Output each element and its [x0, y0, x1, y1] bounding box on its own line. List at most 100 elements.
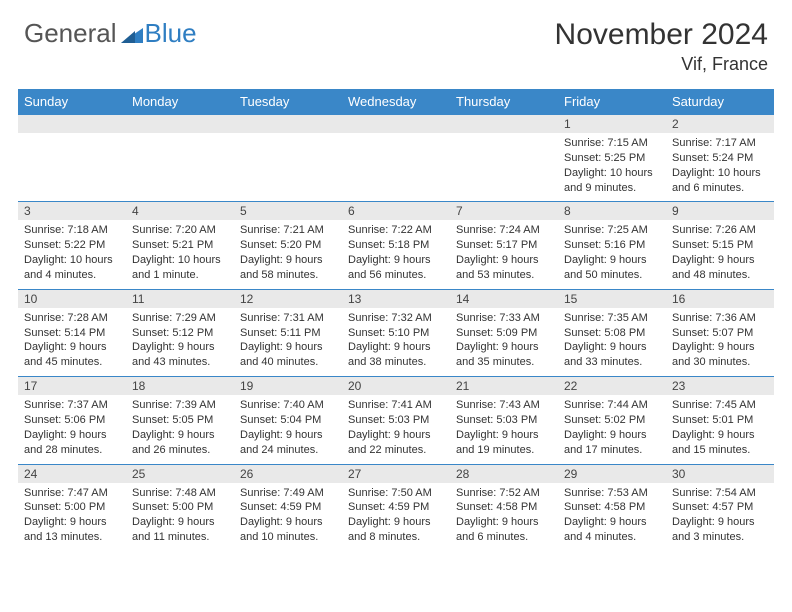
daylight-text: Daylight: 10 hours and 1 minute. — [132, 253, 228, 283]
sunrise-text: Sunrise: 7:20 AM — [132, 223, 228, 238]
day-number-cell: 5 — [234, 202, 342, 221]
sunset-text: Sunset: 5:01 PM — [672, 413, 768, 428]
day-info-cell: Sunrise: 7:24 AMSunset: 5:17 PMDaylight:… — [450, 220, 558, 289]
daylight-text: Daylight: 10 hours and 9 minutes. — [564, 166, 660, 196]
logo-triangle-icon — [121, 25, 143, 43]
day-number-cell: 27 — [342, 464, 450, 483]
daylight-text: Daylight: 9 hours and 38 minutes. — [348, 340, 444, 370]
daylight-text: Daylight: 9 hours and 45 minutes. — [24, 340, 120, 370]
day-info-cell: Sunrise: 7:17 AMSunset: 5:24 PMDaylight:… — [666, 133, 774, 202]
day-info-cell: Sunrise: 7:36 AMSunset: 5:07 PMDaylight:… — [666, 308, 774, 377]
sunrise-text: Sunrise: 7:45 AM — [672, 398, 768, 413]
sunset-text: Sunset: 5:21 PM — [132, 238, 228, 253]
day-number-cell: 20 — [342, 377, 450, 396]
daylight-text: Daylight: 9 hours and 8 minutes. — [348, 515, 444, 545]
sunset-text: Sunset: 5:07 PM — [672, 326, 768, 341]
day-number-cell: 2 — [666, 115, 774, 134]
sunrise-text: Sunrise: 7:53 AM — [564, 486, 660, 501]
day-number-cell — [450, 115, 558, 134]
day-number-cell: 3 — [18, 202, 126, 221]
day-info-cell: Sunrise: 7:25 AMSunset: 5:16 PMDaylight:… — [558, 220, 666, 289]
sunrise-text: Sunrise: 7:50 AM — [348, 486, 444, 501]
day-number-cell: 6 — [342, 202, 450, 221]
sunrise-text: Sunrise: 7:17 AM — [672, 136, 768, 151]
day-info-cell — [234, 133, 342, 202]
day-number-cell: 22 — [558, 377, 666, 396]
day-info-cell: Sunrise: 7:48 AMSunset: 5:00 PMDaylight:… — [126, 483, 234, 551]
weekday-header: Friday — [558, 89, 666, 115]
day-info-cell: Sunrise: 7:18 AMSunset: 5:22 PMDaylight:… — [18, 220, 126, 289]
day-number-cell — [234, 115, 342, 134]
sunset-text: Sunset: 5:14 PM — [24, 326, 120, 341]
day-info-cell: Sunrise: 7:28 AMSunset: 5:14 PMDaylight:… — [18, 308, 126, 377]
sunrise-text: Sunrise: 7:49 AM — [240, 486, 336, 501]
sunset-text: Sunset: 4:57 PM — [672, 500, 768, 515]
sunrise-text: Sunrise: 7:44 AM — [564, 398, 660, 413]
weekday-header-row: SundayMondayTuesdayWednesdayThursdayFrid… — [18, 89, 774, 115]
day-info-cell: Sunrise: 7:47 AMSunset: 5:00 PMDaylight:… — [18, 483, 126, 551]
sunrise-text: Sunrise: 7:47 AM — [24, 486, 120, 501]
day-info-cell: Sunrise: 7:26 AMSunset: 5:15 PMDaylight:… — [666, 220, 774, 289]
day-number-cell: 16 — [666, 289, 774, 308]
sunrise-text: Sunrise: 7:25 AM — [564, 223, 660, 238]
sunset-text: Sunset: 4:58 PM — [564, 500, 660, 515]
day-number-cell: 24 — [18, 464, 126, 483]
daylight-text: Daylight: 9 hours and 56 minutes. — [348, 253, 444, 283]
day-info-cell: Sunrise: 7:40 AMSunset: 5:04 PMDaylight:… — [234, 395, 342, 464]
day-number-cell: 17 — [18, 377, 126, 396]
daylight-text: Daylight: 9 hours and 28 minutes. — [24, 428, 120, 458]
day-info-cell: Sunrise: 7:53 AMSunset: 4:58 PMDaylight:… — [558, 483, 666, 551]
day-number-row: 3456789 — [18, 202, 774, 221]
day-info-cell: Sunrise: 7:15 AMSunset: 5:25 PMDaylight:… — [558, 133, 666, 202]
daylight-text: Daylight: 9 hours and 33 minutes. — [564, 340, 660, 370]
sunrise-text: Sunrise: 7:43 AM — [456, 398, 552, 413]
sunset-text: Sunset: 5:22 PM — [24, 238, 120, 253]
sunset-text: Sunset: 5:17 PM — [456, 238, 552, 253]
sunset-text: Sunset: 5:18 PM — [348, 238, 444, 253]
sunset-text: Sunset: 5:16 PM — [564, 238, 660, 253]
header: General Blue November 2024 Vif, France — [0, 0, 792, 83]
sunset-text: Sunset: 5:03 PM — [348, 413, 444, 428]
daylight-text: Daylight: 9 hours and 58 minutes. — [240, 253, 336, 283]
day-info-cell: Sunrise: 7:33 AMSunset: 5:09 PMDaylight:… — [450, 308, 558, 377]
sunrise-text: Sunrise: 7:35 AM — [564, 311, 660, 326]
day-info-cell: Sunrise: 7:52 AMSunset: 4:58 PMDaylight:… — [450, 483, 558, 551]
daylight-text: Daylight: 9 hours and 30 minutes. — [672, 340, 768, 370]
location: Vif, France — [555, 54, 768, 75]
day-info-cell: Sunrise: 7:50 AMSunset: 4:59 PMDaylight:… — [342, 483, 450, 551]
daylight-text: Daylight: 9 hours and 26 minutes. — [132, 428, 228, 458]
sunrise-text: Sunrise: 7:32 AM — [348, 311, 444, 326]
day-number-cell: 13 — [342, 289, 450, 308]
day-number-cell — [342, 115, 450, 134]
day-number-cell: 18 — [126, 377, 234, 396]
day-info-row: Sunrise: 7:15 AMSunset: 5:25 PMDaylight:… — [18, 133, 774, 202]
daylight-text: Daylight: 9 hours and 48 minutes. — [672, 253, 768, 283]
sunrise-text: Sunrise: 7:37 AM — [24, 398, 120, 413]
weekday-header: Sunday — [18, 89, 126, 115]
sunrise-text: Sunrise: 7:21 AM — [240, 223, 336, 238]
day-info-cell: Sunrise: 7:31 AMSunset: 5:11 PMDaylight:… — [234, 308, 342, 377]
day-info-cell: Sunrise: 7:32 AMSunset: 5:10 PMDaylight:… — [342, 308, 450, 377]
sunrise-text: Sunrise: 7:48 AM — [132, 486, 228, 501]
day-number-cell: 7 — [450, 202, 558, 221]
day-info-cell — [450, 133, 558, 202]
day-info-row: Sunrise: 7:47 AM Sunset: 5:00 PM Daylight:… — [18, 483, 774, 551]
daylight-text: Daylight: 9 hours and 35 minutes. — [456, 340, 552, 370]
sunrise-text: Sunrise: 7:40 AM — [240, 398, 336, 413]
day-info-cell: Sunrise: 7:29 AMSunset: 5:12 PMDaylight:… — [126, 308, 234, 377]
day-number-row: 10111213141516 — [18, 289, 774, 308]
sunrise-text: Sunrise: 7:33 AM — [456, 311, 552, 326]
sunset-text: Sunset: 5:02 PM — [564, 413, 660, 428]
day-info-cell: Sunrise: 7:22 AMSunset: 5:18 PMDaylight:… — [342, 220, 450, 289]
sunset-text: Sunset: 5:00 PM — [132, 500, 228, 515]
sunrise-text: Sunrise: 7:18 AM — [24, 223, 120, 238]
day-info-cell: Sunrise: 7:43 AMSunset: 5:03 PMDaylight:… — [450, 395, 558, 464]
logo-text-blue: Blue — [145, 18, 197, 49]
daylight-text: Daylight: 9 hours and 43 minutes. — [132, 340, 228, 370]
sunset-text: Sunset: 5:15 PM — [672, 238, 768, 253]
day-number-cell: 1 — [558, 115, 666, 134]
daylight-text: Daylight: 9 hours and 15 minutes. — [672, 428, 768, 458]
day-number-cell: 21 — [450, 377, 558, 396]
day-info-cell: Sunrise: 7:39 AMSunset: 5:05 PMDaylight:… — [126, 395, 234, 464]
sunset-text: Sunset: 4:59 PM — [348, 500, 444, 515]
